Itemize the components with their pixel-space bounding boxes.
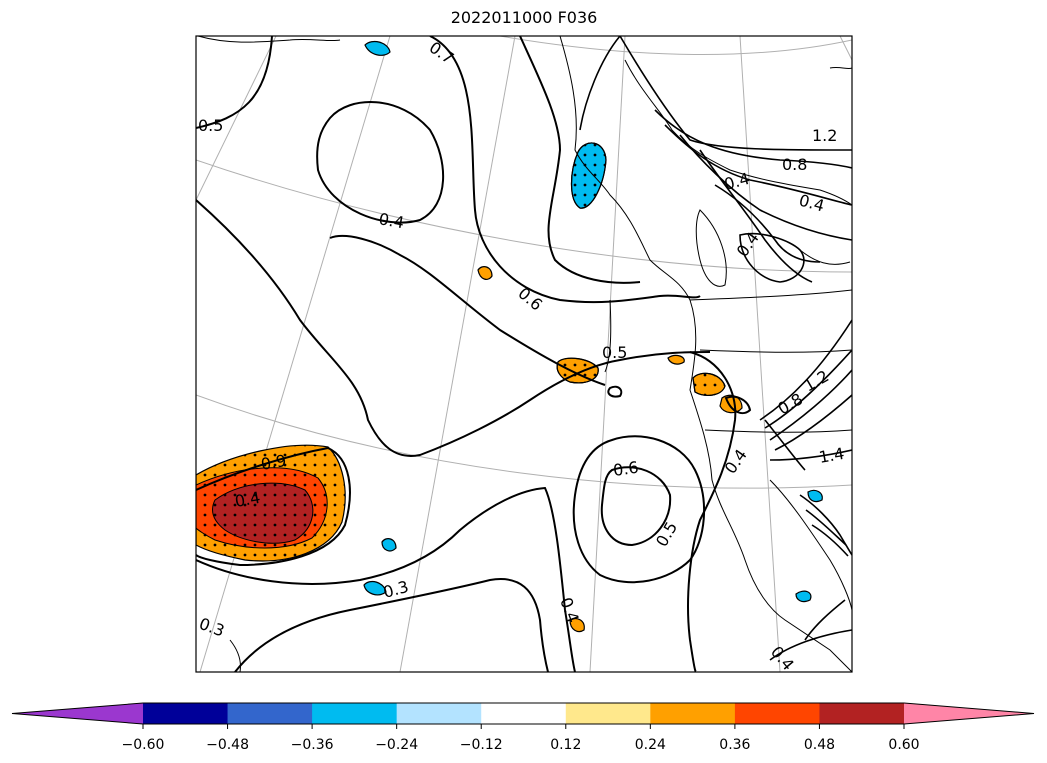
colorbar-bin xyxy=(650,703,736,724)
contour-lines xyxy=(196,36,752,672)
colorbar-tick-label: −0.60 xyxy=(122,737,165,753)
colorbar-bin xyxy=(481,703,567,724)
contour-label: 0.9 xyxy=(259,451,287,474)
contour-label: 1.4 xyxy=(817,444,845,467)
contour-label: 0.5 xyxy=(198,116,223,135)
colorbar-tick-label: 0.12 xyxy=(550,737,581,753)
contour-lines-dense xyxy=(579,36,852,661)
colorbar-bin xyxy=(143,703,229,724)
contour-label: 0.6 xyxy=(612,458,640,480)
coastlines xyxy=(197,36,852,672)
colorbar-tick-label: 0.24 xyxy=(635,737,666,753)
contour-label: 0.5 xyxy=(602,343,627,362)
colorbar-tick-label: −0.36 xyxy=(291,737,334,753)
colorbar-tick-label: 0.48 xyxy=(804,737,835,753)
colorbar-tick-label: −0.24 xyxy=(375,737,418,753)
colorbar-under-extension xyxy=(12,703,143,724)
graticule xyxy=(196,36,852,672)
colorbar-tick-label: 0.36 xyxy=(719,737,750,753)
colorbar-tick-label: −0.48 xyxy=(206,737,249,753)
contour-label: 0.4 xyxy=(233,488,261,511)
map-panel: 0.7 0.5 0.4 0.6 0.5 0.6 0.5 0.4 0.3 0.3 … xyxy=(195,35,853,673)
colorbar-bin xyxy=(734,703,820,724)
colorbar-bin xyxy=(565,703,651,724)
contour-label: 0.8 xyxy=(782,155,807,174)
contour-label: 0.4 xyxy=(377,209,405,232)
colorbar-tick-label: −0.12 xyxy=(460,737,503,753)
colorbar-bin xyxy=(396,703,482,724)
colorbar-bin xyxy=(312,703,398,724)
map-frame xyxy=(195,35,853,673)
colorbar-over-extension xyxy=(904,703,1034,724)
map-title: 2022011000 F036 xyxy=(450,8,598,27)
colorbar-tick-label: 0.60 xyxy=(888,737,919,753)
colorbar-bin xyxy=(227,703,313,724)
colorbar-bin xyxy=(819,703,905,724)
positive-anomaly-small xyxy=(477,266,743,633)
contour-label: 1.2 xyxy=(812,126,837,145)
